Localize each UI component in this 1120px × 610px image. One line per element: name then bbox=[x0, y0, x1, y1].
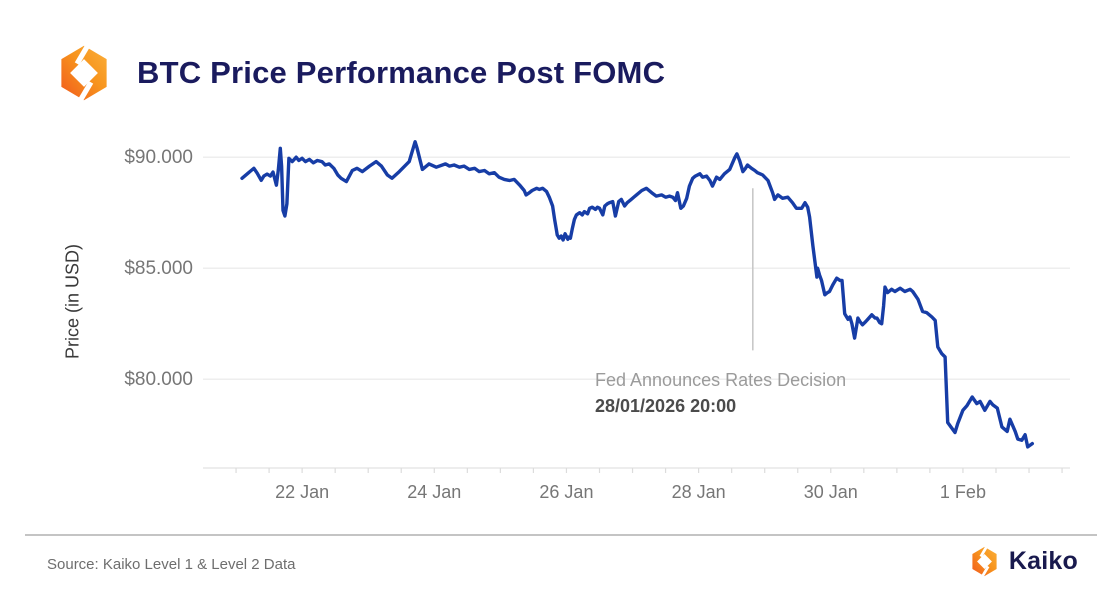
kaiko-brand-icon bbox=[972, 546, 997, 577]
x-tick-label: 26 Jan bbox=[539, 482, 594, 502]
header: BTC Price Performance Post FOMC bbox=[55, 44, 665, 102]
y-axis-title: Price (in USD) bbox=[62, 244, 83, 360]
event-annotation: Fed Announces Rates Decision 28/01/2026 … bbox=[595, 367, 846, 419]
annotation-timestamp: 28/01/2026 20:00 bbox=[595, 396, 737, 417]
annotation-title: Fed Announces Rates Decision bbox=[595, 370, 847, 390]
footer-divider bbox=[25, 534, 1097, 536]
x-tick-label: 1 Feb bbox=[939, 482, 986, 502]
x-tick-label: 22 Jan bbox=[275, 482, 330, 502]
footer-brand: Kaiko bbox=[969, 546, 1078, 577]
x-tick-label: 24 Jan bbox=[407, 482, 462, 502]
y-tick-label: $85.000 bbox=[124, 258, 193, 280]
x-tick-label: 30 Jan bbox=[803, 482, 858, 502]
y-tick-label: $80.000 bbox=[124, 369, 193, 391]
x-tick-label: 28 Jan bbox=[671, 482, 726, 502]
brand-wordmark: Kaiko bbox=[1008, 547, 1078, 575]
kaiko-logo-icon bbox=[61, 44, 107, 102]
y-tick-label: $90.000 bbox=[124, 147, 193, 169]
page-title: BTC Price Performance Post FOMC bbox=[137, 55, 666, 90]
source-text: Source: Kaiko Level 1 & Level 2 Data bbox=[47, 556, 296, 573]
price-line bbox=[240, 139, 1035, 449]
